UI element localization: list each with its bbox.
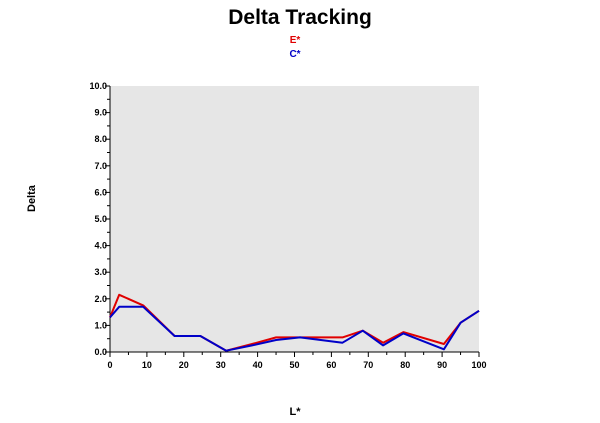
series-line-c bbox=[109, 305, 480, 352]
legend-label-e: E* bbox=[289, 35, 301, 46]
x-axis-label: L* bbox=[289, 406, 301, 418]
y-tick-label: 4.0 bbox=[94, 241, 107, 251]
y-tick-label: 10.0 bbox=[89, 81, 107, 91]
y-tick-label: 1.0 bbox=[94, 320, 107, 330]
axes: 0.0 1.0 2.0 3.0 4.0 5.0 6.0 7.0 8.0 9.0 10.0 0 10 20 3… bbox=[89, 81, 486, 370]
y-tick-label: 9.0 bbox=[94, 108, 107, 118]
y-tick-label: 7.0 bbox=[94, 161, 107, 171]
x-tick-label: 80 bbox=[400, 360, 410, 370]
chart-title: Delta Tracking bbox=[228, 6, 372, 29]
y-tick-label: 0.0 bbox=[94, 347, 107, 357]
x-tick-label: 60 bbox=[326, 360, 336, 370]
x-tick-label: 50 bbox=[289, 360, 299, 370]
x-tick-label: 100 bbox=[471, 360, 486, 370]
legend-label-c: C* bbox=[289, 49, 301, 60]
y-tick-label: 3.0 bbox=[94, 267, 107, 277]
y-tick-label: 2.0 bbox=[94, 294, 107, 304]
y-tick-label: 6.0 bbox=[94, 187, 107, 197]
plot-area bbox=[110, 86, 479, 352]
series-layer bbox=[109, 293, 480, 352]
x-tick-label: 70 bbox=[363, 360, 373, 370]
legend-entry-e: E* bbox=[0, 35, 590, 46]
y-tick-label: 8.0 bbox=[94, 134, 107, 144]
x-tick-label: 10 bbox=[142, 360, 152, 370]
x-tick-label: 0 bbox=[107, 360, 112, 370]
x-tick-label: 30 bbox=[216, 360, 226, 370]
x-tick-label: 20 bbox=[179, 360, 189, 370]
x-tick-label: 90 bbox=[437, 360, 447, 370]
y-tick-label: 5.0 bbox=[94, 214, 107, 224]
legend-entry-c: C* bbox=[0, 49, 590, 60]
x-tick-label: 40 bbox=[253, 360, 263, 370]
